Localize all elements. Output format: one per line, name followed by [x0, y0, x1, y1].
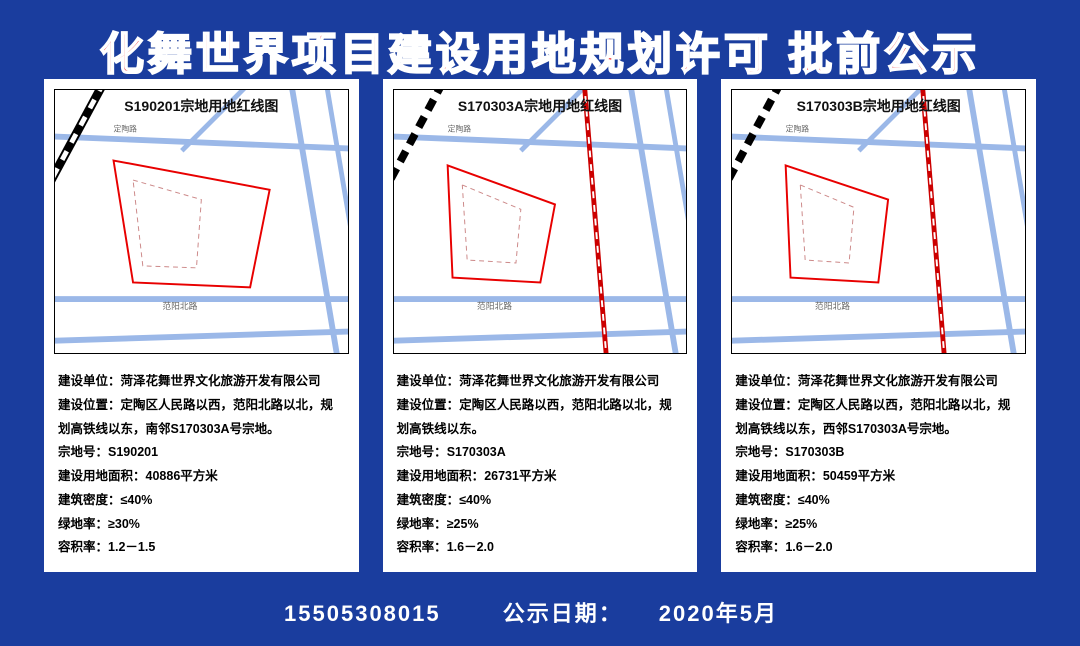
- footer-date: 公示日期：2020年5月: [485, 601, 796, 626]
- map-title-1: S190201宗地用地红线图: [124, 96, 278, 116]
- footer-phone: 15505308015: [284, 601, 441, 626]
- map-title-2: S170303A宗地用地红线图: [458, 96, 622, 116]
- map-2: S170303A宗地用地红线图 范阳北路: [393, 89, 688, 354]
- svg-text:定陶路: 定陶路: [114, 123, 138, 133]
- footer: 15505308015 公示日期：2020年5月: [0, 582, 1080, 646]
- cards-row: S190201宗地用地红线图 范: [0, 79, 1080, 582]
- map-title-3: S170303B宗地用地红线图: [797, 96, 961, 116]
- svg-text:范阳北路: 范阳北路: [815, 300, 850, 311]
- page-title: 化舞世界项目建设用地规划许可 批前公示: [0, 0, 1080, 79]
- info-block-3: 建设单位：菏泽花舞世界文化旅游开发有限公司 建设位置：定陶区人民路以西，范阳北路…: [731, 354, 1026, 560]
- parcel-card-3: S170303B宗地用地红线图 范阳北路 定陶路: [721, 79, 1036, 572]
- map-svg-3: 范阳北路 定陶路: [732, 90, 1025, 353]
- map-1: S190201宗地用地红线图 范: [54, 89, 349, 354]
- map-3: S170303B宗地用地红线图 范阳北路 定陶路: [731, 89, 1026, 354]
- parcel-card-2: S170303A宗地用地红线图 范阳北路: [383, 79, 698, 572]
- svg-text:范阳北路: 范阳北路: [162, 300, 197, 311]
- info-block-2: 建设单位：菏泽花舞世界文化旅游开发有限公司 建设位置：定陶区人民路以西，范阳北路…: [393, 354, 688, 560]
- map-svg-1: 范阳北路 定陶路: [55, 90, 348, 353]
- parcel-card-1: S190201宗地用地红线图 范: [44, 79, 359, 572]
- svg-text:定陶路: 定陶路: [786, 123, 810, 133]
- svg-text:定陶路: 定陶路: [447, 123, 471, 133]
- map-svg-2: 范阳北路 定陶路: [394, 90, 687, 353]
- info-block-1: 建设单位：菏泽花舞世界文化旅游开发有限公司 建设位置：定陶区人民路以西，范阳北路…: [54, 354, 349, 560]
- svg-text:范阳北路: 范阳北路: [477, 300, 512, 311]
- announcement-board: 化舞世界项目建设用地规划许可 批前公示 S190201宗地用地红线图: [0, 0, 1080, 646]
